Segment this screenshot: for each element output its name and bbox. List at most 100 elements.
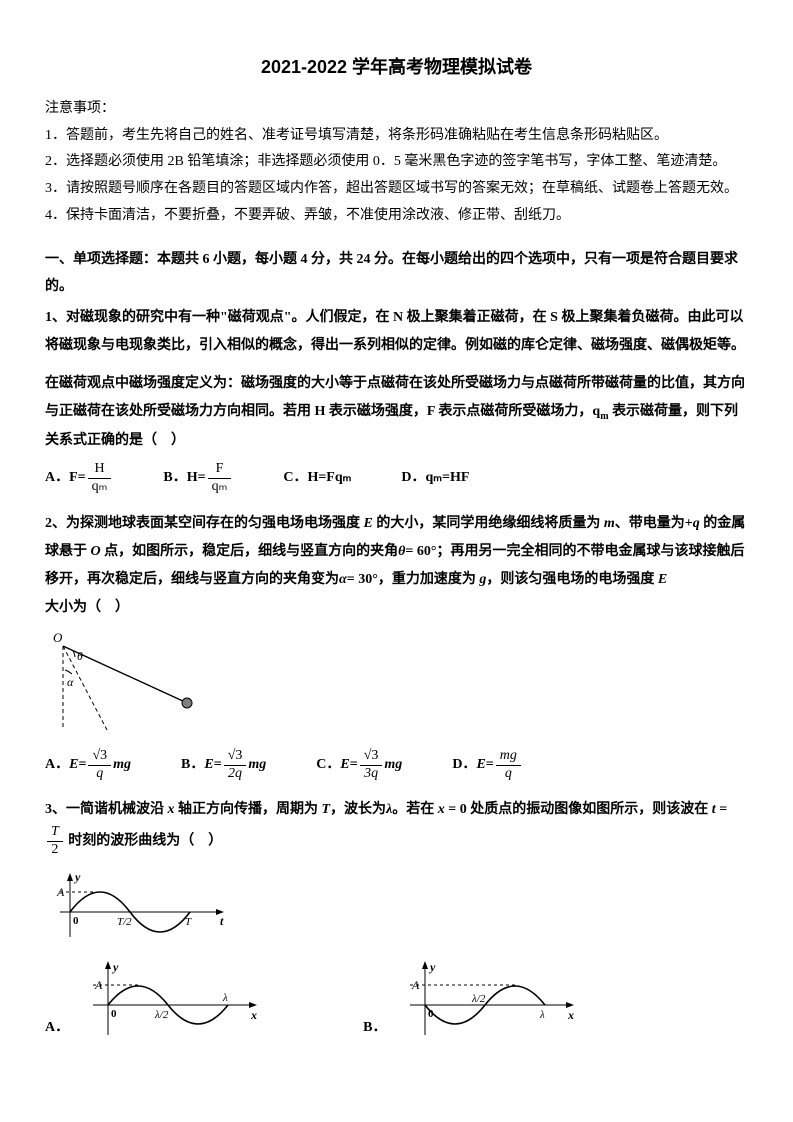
q3-b-A: A xyxy=(411,978,420,992)
q2-E: E xyxy=(364,516,373,531)
q3-optB-svg: y A 0 λ/2 λ x xyxy=(390,957,580,1042)
q3-pc: ，波长为 xyxy=(330,802,386,817)
q1-body: 1、对磁现象的研究中有一种"磁荷观点"。人们假定，在 N 极上聚集着正磁荷，在 … xyxy=(45,304,748,360)
q3-b-label: B． xyxy=(363,1015,386,1042)
q2-diagram: O θ α xyxy=(45,630,748,740)
q3-pd: 。若在 xyxy=(392,802,438,817)
q1-b-num: F xyxy=(208,461,232,479)
q2-opt-b: B．E= √32q mg xyxy=(181,748,266,783)
q3-vib-y: y xyxy=(73,870,81,884)
q1-options: A．F= Hqₘ B．H= Fqₘ C．H=Fqₘ D．qₘ=HF xyxy=(45,461,748,496)
q1-p1: 1、对磁现象的研究中有一种"磁荷观点"。人们假定，在 N 极上聚集着正磁荷，在 … xyxy=(45,310,745,353)
q2-pa: 2、为探测地球表面某空间存在的匀强电场电场强度 xyxy=(45,516,364,531)
q2-ph: ，则该匀强电场的电场强度 xyxy=(486,572,658,587)
q2-diag-alpha-arc xyxy=(65,670,72,674)
q3-b-0: 0 xyxy=(428,1008,434,1020)
q2-b-suf: mg xyxy=(248,752,266,779)
q2-opt-d: D．E= mgq xyxy=(452,748,523,783)
q3-optA-svg: y A 0 λ/2 λ x xyxy=(73,957,263,1042)
q3-b-yarrow xyxy=(422,961,428,969)
q3-a-label: A． xyxy=(45,1015,69,1042)
q2-pe: 点，如图所示，稳定后，细线与竖直方向的夹角 xyxy=(101,544,399,559)
q3-opt-a: A． y A 0 λ/2 λ x xyxy=(45,957,263,1042)
q2-pc: 、带电量为+ xyxy=(615,516,693,531)
q3-vib-yarrow xyxy=(67,873,73,881)
q3-a-l: λ xyxy=(222,992,228,1004)
q2-a-num: √3 xyxy=(88,748,111,766)
q2-c-E: E xyxy=(340,752,349,779)
q2-opt-c: C．E= √33q mg xyxy=(316,748,402,783)
q3-a-A: A xyxy=(94,978,103,992)
q1-a-num: H xyxy=(88,461,112,479)
q3-pa: 3、一简谐机械波沿 xyxy=(45,802,168,817)
q2-b-den: 2q xyxy=(224,766,247,783)
q2-q: q xyxy=(693,516,700,531)
q1-qm-sub: m xyxy=(600,411,608,422)
notice-list: 1．答题前，考生先将自己的姓名、准考证号填写清楚，将条形码准确粘贴在考生信息条形… xyxy=(45,123,748,229)
q2-O: O xyxy=(91,544,101,559)
q3-opt-b: B． y A 0 λ/2 λ x xyxy=(363,957,580,1042)
q2-d-eq: = xyxy=(486,752,494,779)
notice-2: 2．选择题必须使用 2B 铅笔填涂；非选择题必须使用 0．5 毫米黑色字迹的签字… xyxy=(45,149,748,176)
q2-diag-theta: θ xyxy=(77,649,83,663)
q3-vib-Thalf: T/2 xyxy=(117,916,132,928)
q2-a-E: E xyxy=(69,752,78,779)
q2-pb: 的大小，某同学用绝缘细线将质量为 xyxy=(373,516,604,531)
q3-tden: 2 xyxy=(47,842,63,859)
q2-b-num: √3 xyxy=(224,748,247,766)
q3-a-lhalf: λ/2 xyxy=(154,1009,169,1021)
q2-pendulum-svg: O θ α xyxy=(45,630,215,740)
q2-c-suf: mg xyxy=(384,752,402,779)
q3-b-x: x xyxy=(567,1008,574,1022)
q1-a-lhs: A．F= xyxy=(45,465,86,492)
q2-diag-O: O xyxy=(53,630,63,645)
q2-c-eq: = xyxy=(350,752,358,779)
q2-opt-a: A．E= √3q mg xyxy=(45,748,131,783)
q2-a-suf: mg xyxy=(113,752,131,779)
q2-b-label: B． xyxy=(181,752,204,779)
q2-pg: = 30°，重力加速度为 xyxy=(347,572,480,587)
q2-E2: E xyxy=(658,572,667,587)
q2-alpha: α xyxy=(339,572,347,587)
q3-a-yarrow xyxy=(105,961,111,969)
q3-x: x xyxy=(168,802,175,817)
notice-1: 1．答题前，考生先将自己的姓名、准考证号填写清楚，将条形码准确粘贴在考生信息条形… xyxy=(45,123,748,150)
q1-body2: 在磁荷观点中磁场强度定义为：磁场强度的大小等于点磁荷在该处所受磁场力与点磁荷所带… xyxy=(45,370,748,455)
q3-teq: t = xyxy=(712,802,727,817)
notice-head: 注意事项： xyxy=(45,96,748,123)
q1-opt-b: B．H= Fqₘ xyxy=(163,461,233,496)
q3-a-x: x xyxy=(250,1008,257,1022)
q2-c-den: 3q xyxy=(360,766,383,783)
q3-vib-svg: y A 0 T/2 T t xyxy=(45,867,235,947)
q2-b-E: E xyxy=(204,752,213,779)
q3-a-0: 0 xyxy=(111,1008,117,1020)
q2-b-eq: = xyxy=(214,752,222,779)
q1-opt-c: C．H=Fqₘ xyxy=(283,465,351,492)
section-1-head: 一、单项选择题：本题共 6 小题，每小题 4 分，共 24 分。在每小题给出的四… xyxy=(45,247,748,300)
q2-a-label: A． xyxy=(45,752,69,779)
q2-options: A．E= √3q mg B．E= √32q mg C．E= √33q mg D．… xyxy=(45,748,748,783)
q3-vib-0: 0 xyxy=(73,915,79,927)
q3-vib-A: A xyxy=(56,885,65,899)
q2-m: m xyxy=(604,516,615,531)
q2-diag-alpha: α xyxy=(67,675,74,689)
q3-body: 3、一简谐机械波沿 x 轴正方向传播，周期为 T，波长为λ。若在 x = 0 处… xyxy=(45,796,748,859)
q3-pf: 时刻的波形曲线为（ ） xyxy=(65,834,223,849)
q3-b-lhalf: λ/2 xyxy=(471,993,486,1005)
q2-d-num: mg xyxy=(496,748,521,766)
q3-T: T xyxy=(322,802,331,817)
q2-d-label: D． xyxy=(452,752,476,779)
q3-vib-t: t xyxy=(220,914,224,928)
q2-c-num: √3 xyxy=(360,748,383,766)
q2-pi: 大小为（ ） xyxy=(45,600,129,615)
q1-b-lhs: B．H= xyxy=(163,465,205,492)
q1-opt-d: D．qₘ=HF xyxy=(401,465,469,492)
q2-a-eq: = xyxy=(78,752,86,779)
q3-b-y: y xyxy=(428,960,436,974)
q1-a-den: qₘ xyxy=(88,479,112,496)
q2-diag-ball xyxy=(182,698,192,708)
page-title: 2021-2022 学年高考物理模拟试卷 xyxy=(45,50,748,84)
q3-x0: x xyxy=(438,802,445,817)
q1-b-den: qₘ xyxy=(208,479,232,496)
q3-vib-diagram: y A 0 T/2 T t xyxy=(45,867,748,947)
